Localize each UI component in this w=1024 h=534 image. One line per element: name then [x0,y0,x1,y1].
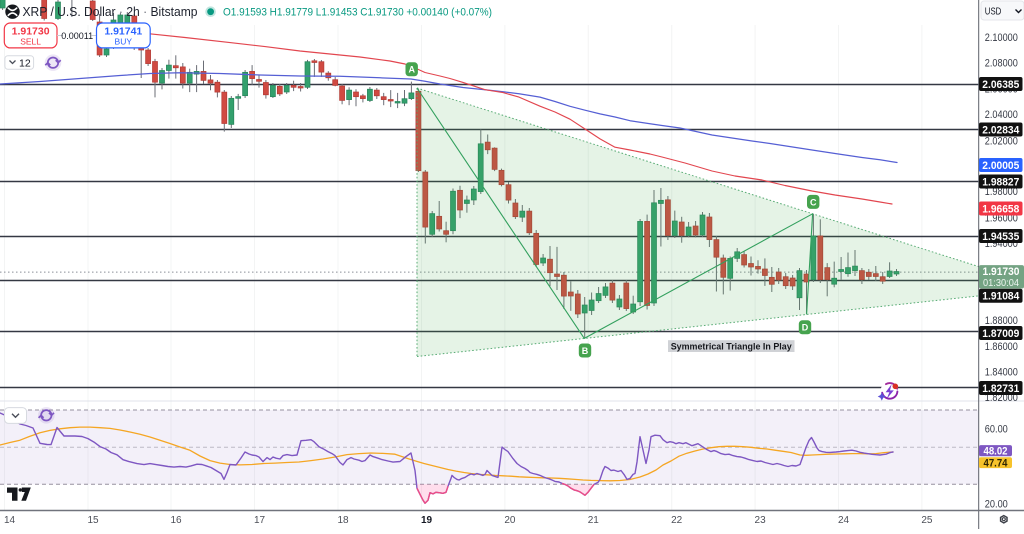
svg-text:BUY: BUY [115,37,133,47]
svg-text:1.87009: 1.87009 [982,328,1019,340]
svg-text:18: 18 [337,515,349,526]
svg-text:B: B [582,346,589,356]
svg-text:0.00011: 0.00011 [61,31,93,41]
svg-text:Symmetrical Triangle In Play: Symmetrical Triangle In Play [671,341,793,352]
svg-text:1.91084: 1.91084 [982,291,1020,303]
svg-text:D: D [802,323,809,333]
svg-text:1.94535: 1.94535 [982,231,1019,243]
svg-text:1.84000: 1.84000 [985,366,1018,378]
svg-text:2.00005: 2.00005 [982,160,1019,172]
svg-text:1.86000: 1.86000 [985,341,1018,353]
svg-text:1.96658: 1.96658 [982,203,1019,215]
svg-text:1.82731: 1.82731 [982,383,1019,395]
svg-text:19: 19 [421,515,433,526]
svg-text:21: 21 [588,515,600,526]
svg-text:1.91730: 1.91730 [983,266,1020,278]
svg-text:01:30:04: 01:30:04 [983,278,1019,289]
svg-text:23: 23 [755,515,767,526]
svg-text:1.82000: 1.82000 [985,392,1018,404]
svg-text:25: 25 [921,515,933,526]
svg-text:O1.91593 H1.91779 L1.91453 C1.: O1.91593 H1.91779 L1.91453 C1.91730 +0.0… [223,7,492,19]
svg-text:1.88000: 1.88000 [985,315,1018,327]
svg-text:60.00: 60.00 [985,424,1008,436]
svg-text:20: 20 [504,515,516,526]
svg-text:2.10000: 2.10000 [985,32,1018,44]
svg-text:12: 12 [19,58,31,70]
svg-text:XRP / U.S. Dollar · 2h · Bitst: XRP / U.S. Dollar · 2h · Bitstamp [23,4,198,19]
svg-text:15: 15 [87,515,99,526]
svg-text:20.00: 20.00 [985,498,1008,510]
svg-text:SELL: SELL [20,37,41,47]
svg-text:22: 22 [671,515,683,526]
svg-text:1.98000: 1.98000 [985,186,1018,198]
svg-text:2.06385: 2.06385 [982,79,1019,91]
svg-text:47.74: 47.74 [984,457,1009,469]
svg-text:A: A [408,65,415,75]
svg-text:2.04000: 2.04000 [985,109,1018,121]
svg-text:USD: USD [985,6,1002,17]
svg-text:1.91730: 1.91730 [12,26,50,38]
svg-text:C: C [810,197,817,207]
svg-text:1.91741: 1.91741 [104,26,142,38]
svg-text:2.08000: 2.08000 [985,57,1018,69]
svg-text:1.98827: 1.98827 [982,176,1019,188]
svg-text:2.02000: 2.02000 [985,135,1018,147]
svg-text:48.02: 48.02 [984,446,1008,458]
svg-text:14: 14 [4,515,16,526]
svg-text:2.02834: 2.02834 [982,124,1020,136]
svg-text:16: 16 [170,515,182,526]
svg-text:17: 17 [254,515,266,526]
svg-text:24: 24 [838,515,850,526]
